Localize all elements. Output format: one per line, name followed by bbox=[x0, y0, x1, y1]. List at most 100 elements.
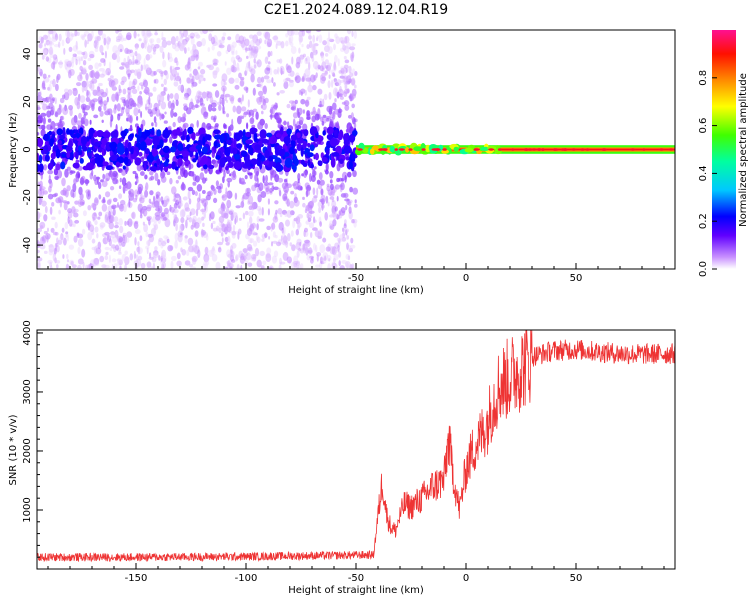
noise-speck bbox=[273, 250, 279, 258]
noise-speck bbox=[184, 92, 190, 98]
noise-speck bbox=[98, 68, 105, 72]
noise-speck bbox=[209, 211, 215, 220]
noise-speck bbox=[207, 30, 214, 33]
noise-speck bbox=[53, 247, 57, 255]
noise-speck bbox=[290, 230, 294, 237]
noise-speck bbox=[326, 126, 334, 135]
noise-speck bbox=[275, 209, 278, 215]
noise-speck bbox=[47, 227, 49, 232]
noise-speck bbox=[105, 165, 114, 171]
noise-speck bbox=[344, 261, 351, 268]
noise-speck bbox=[293, 263, 298, 268]
noise-speck bbox=[339, 265, 345, 269]
noise-speck bbox=[101, 52, 105, 56]
y-tick-label: -20 bbox=[22, 189, 33, 205]
noise-speck bbox=[312, 106, 316, 115]
noise-speck bbox=[144, 174, 148, 180]
noise-speck bbox=[49, 206, 53, 215]
noise-speck bbox=[169, 65, 173, 74]
noise-speck bbox=[320, 51, 324, 58]
noise-speck bbox=[338, 251, 342, 258]
noise-speck bbox=[93, 114, 99, 119]
noise-speck bbox=[194, 95, 198, 102]
noise-speck bbox=[190, 224, 194, 230]
noise-speck bbox=[151, 122, 154, 127]
noise-speck bbox=[124, 47, 129, 55]
noise-speck bbox=[193, 49, 199, 58]
noise-speck bbox=[229, 173, 232, 177]
noise-speck bbox=[267, 51, 271, 58]
noise-speck bbox=[57, 140, 63, 145]
noise-speck bbox=[123, 156, 129, 165]
noise-speck bbox=[122, 165, 126, 170]
noise-speck bbox=[299, 37, 303, 42]
noise-speck bbox=[191, 32, 195, 37]
noise-speck bbox=[288, 100, 295, 104]
noise-speck bbox=[226, 113, 230, 118]
snr-series-line bbox=[36, 329, 676, 563]
noise-speck bbox=[158, 93, 163, 98]
noise-speck bbox=[172, 121, 176, 128]
noise-speck bbox=[222, 32, 227, 37]
noise-speck bbox=[49, 42, 55, 46]
noise-speck bbox=[110, 154, 118, 162]
noise-speck bbox=[305, 56, 311, 65]
tone-peak bbox=[530, 148, 538, 151]
noise-speck bbox=[137, 33, 140, 37]
noise-speck bbox=[144, 211, 148, 216]
noise-speck bbox=[91, 103, 95, 112]
noise-speck bbox=[268, 236, 271, 240]
noise-speck bbox=[102, 173, 106, 180]
noise-speck bbox=[94, 47, 99, 53]
noise-speck bbox=[110, 75, 114, 79]
noise-speck bbox=[174, 166, 179, 171]
noise-speck bbox=[142, 221, 145, 226]
tone-blob bbox=[441, 149, 449, 154]
noise-speck bbox=[343, 228, 350, 233]
noise-speck bbox=[126, 32, 132, 40]
noise-speck bbox=[264, 150, 270, 159]
noise-speck bbox=[258, 208, 263, 216]
noise-speck bbox=[302, 140, 307, 146]
noise-speck bbox=[270, 50, 273, 57]
noise-speck bbox=[52, 63, 55, 71]
noise-speck bbox=[298, 47, 301, 54]
noise-speck bbox=[184, 202, 190, 211]
noise-speck bbox=[170, 73, 174, 81]
noise-speck bbox=[122, 37, 127, 42]
noise-speck bbox=[164, 195, 170, 205]
noise-speck bbox=[177, 157, 183, 167]
noise-speck bbox=[143, 79, 148, 88]
noise-speck bbox=[311, 256, 314, 261]
noise-speck bbox=[329, 137, 338, 147]
noise-speck bbox=[261, 238, 265, 242]
noise-speck bbox=[311, 115, 317, 123]
noise-speck bbox=[319, 65, 324, 72]
noise-speck bbox=[213, 197, 218, 204]
tone-blob bbox=[464, 147, 473, 153]
noise-speck bbox=[41, 80, 46, 89]
noise-speck bbox=[261, 110, 264, 115]
noise-speck bbox=[127, 74, 131, 80]
noise-speck bbox=[300, 263, 304, 269]
noise-speck bbox=[47, 162, 54, 171]
noise-speck bbox=[83, 33, 87, 38]
noise-speck bbox=[122, 203, 127, 213]
noise-speck bbox=[151, 43, 155, 50]
noise-speck bbox=[289, 146, 295, 155]
noise-speck bbox=[307, 30, 311, 33]
noise-speck bbox=[149, 252, 152, 259]
noise-speck bbox=[71, 206, 76, 214]
noise-speck bbox=[319, 179, 325, 186]
noise-speck bbox=[279, 90, 286, 94]
noise-speck bbox=[340, 66, 344, 71]
noise-speck bbox=[139, 97, 143, 106]
noise-speck bbox=[233, 212, 238, 219]
noise-speck bbox=[110, 80, 116, 87]
noise-speck bbox=[133, 107, 139, 117]
noise-speck bbox=[203, 164, 208, 170]
noise-speck bbox=[146, 32, 153, 37]
noise-speck bbox=[183, 169, 189, 178]
noise-speck bbox=[328, 214, 334, 218]
